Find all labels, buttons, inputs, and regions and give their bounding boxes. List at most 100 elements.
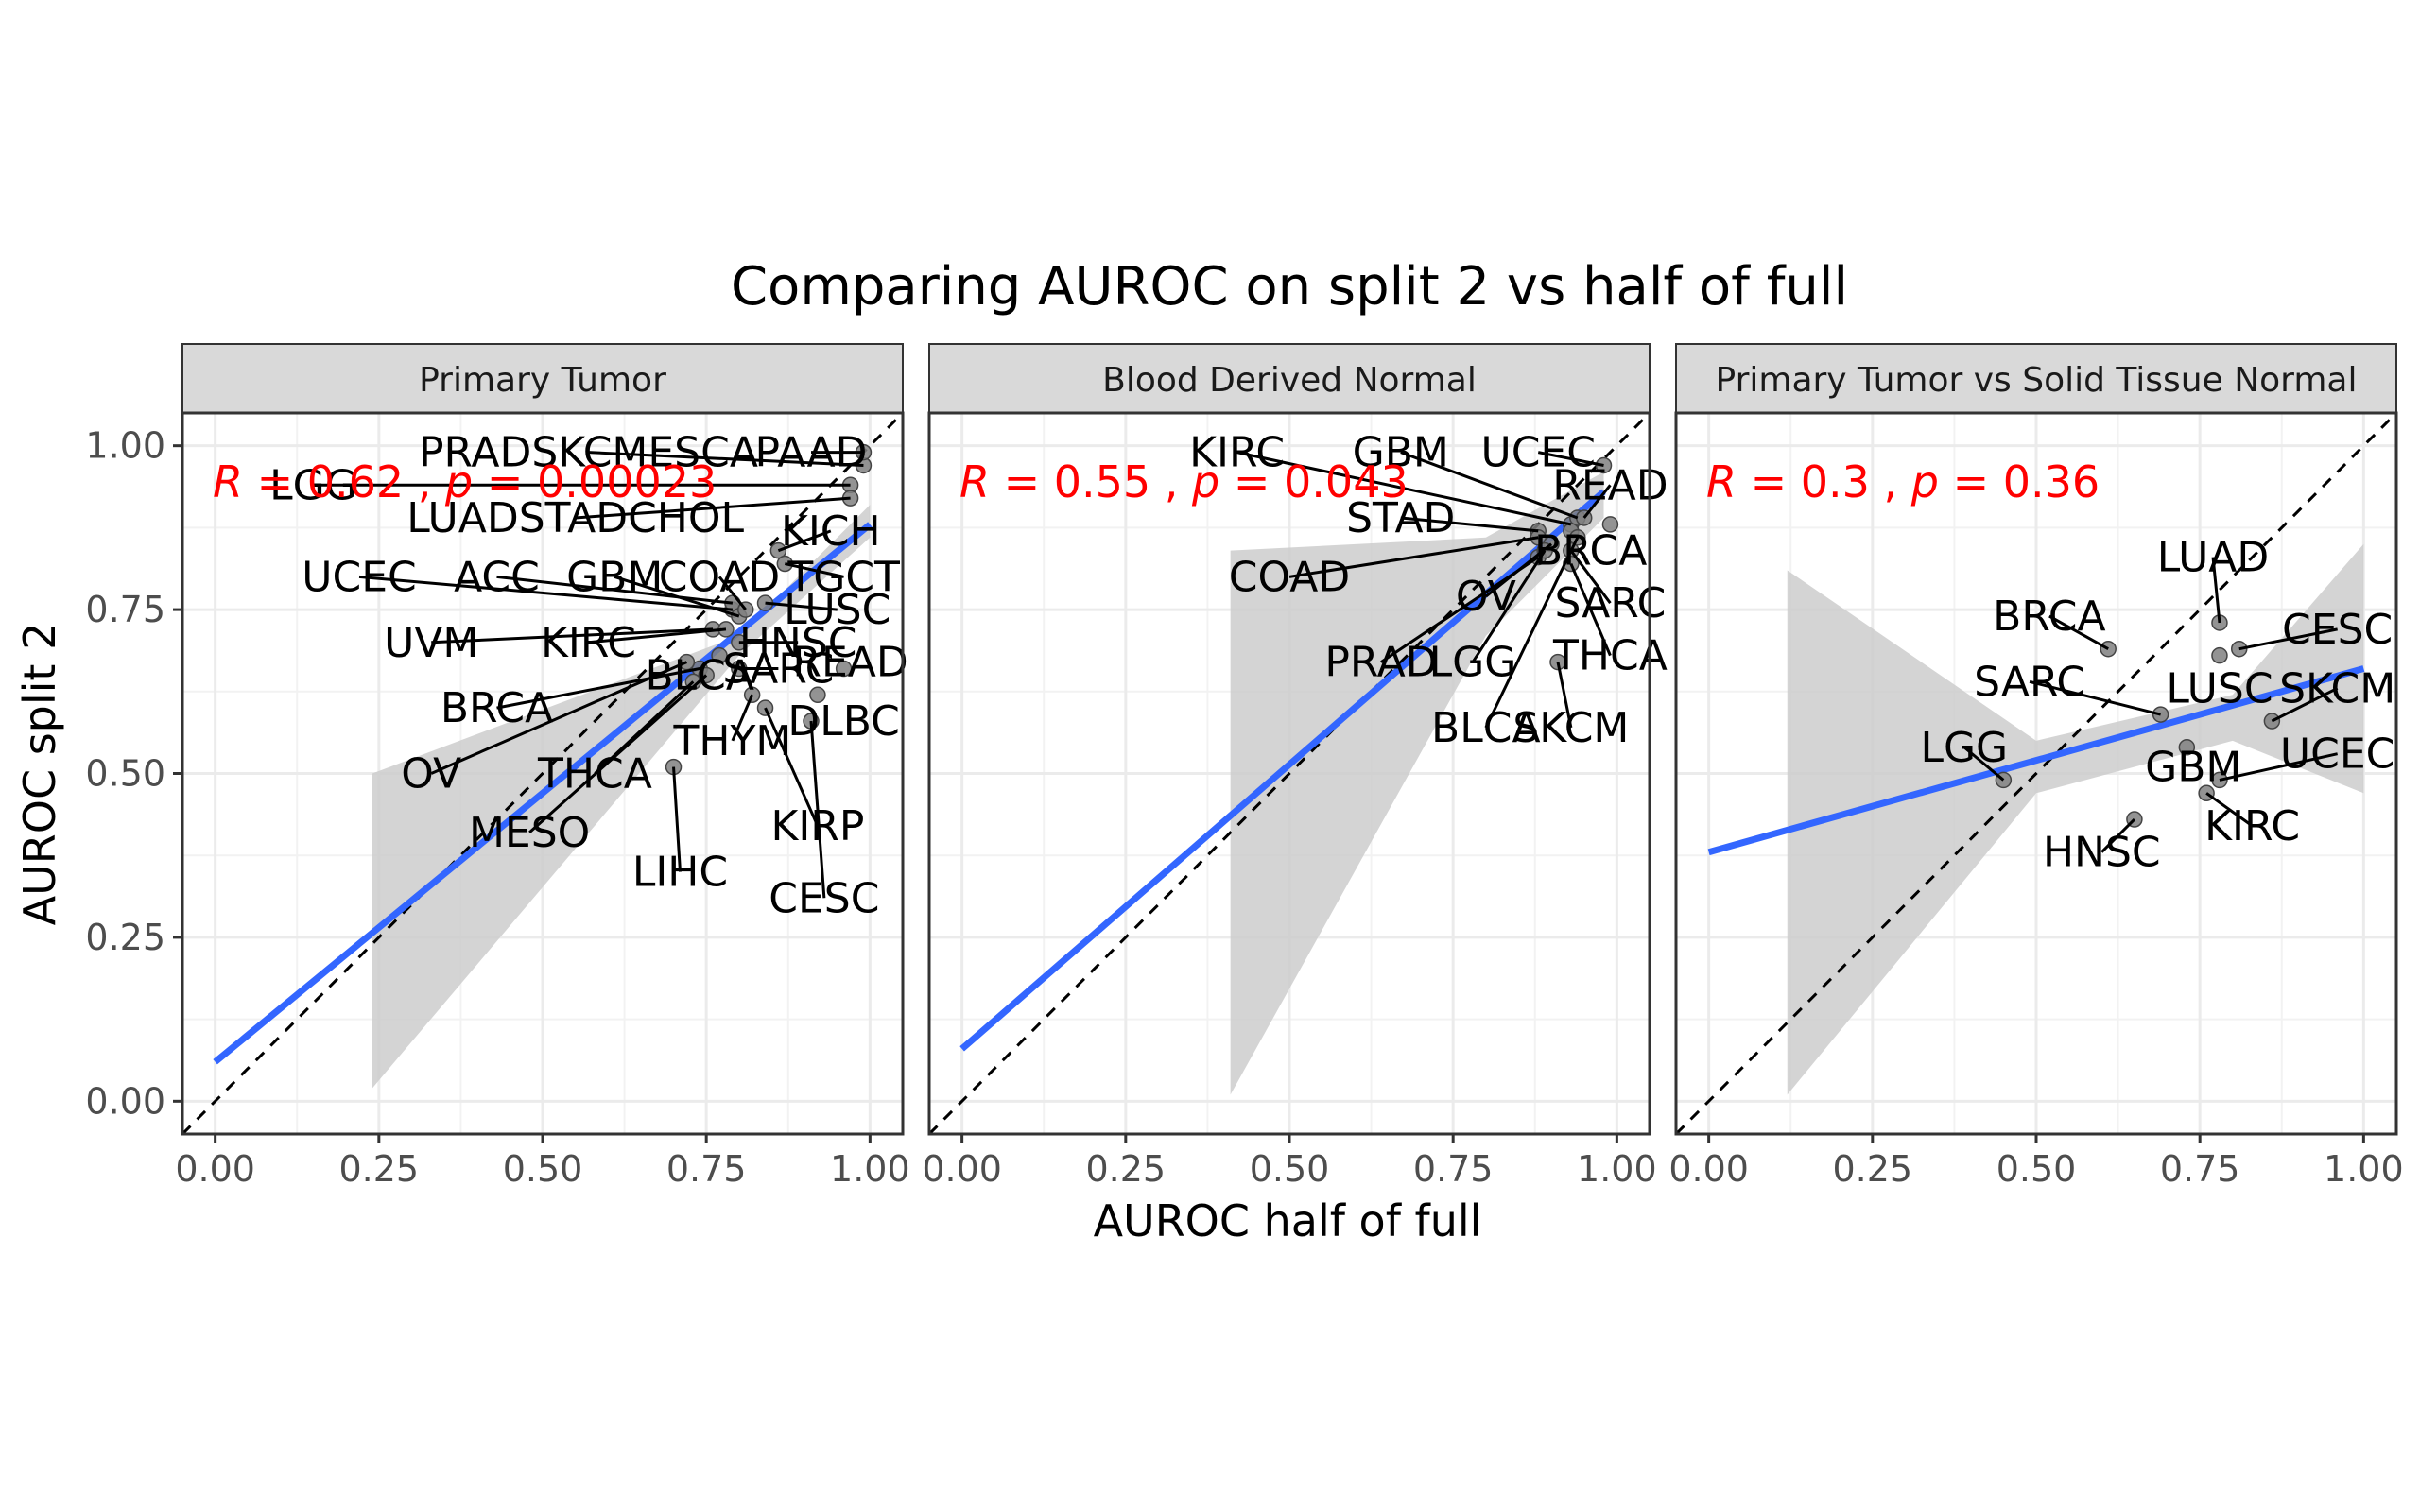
label-leader-line: [430, 661, 688, 775]
panel-strip: [182, 343, 904, 414]
label-leader-line: [614, 575, 740, 618]
point-label: LUAD: [2157, 534, 2270, 582]
x-tick-label: 0.75: [2160, 1148, 2240, 1190]
point-label: COAD: [659, 553, 781, 601]
label-leader-line: [672, 766, 682, 872]
label-leader-line: [1288, 536, 1539, 578]
label-leader-line: [2219, 752, 2338, 782]
confidence-ribbon: [1230, 472, 1604, 1095]
data-point: [1601, 516, 1619, 533]
label-leader-line: [784, 562, 844, 578]
x-tick-label: 0.25: [339, 1148, 420, 1190]
x-tick-label: 0.50: [1996, 1148, 2077, 1190]
point-label: HNSC: [739, 619, 857, 667]
y-tick-label: 0.25: [85, 917, 165, 958]
point-label: GBM: [1353, 429, 1449, 477]
panel-strip: [928, 343, 1651, 414]
regression-line: [213, 522, 873, 1065]
point-label: BRCA: [1534, 527, 1647, 576]
point-label: GBM: [2145, 744, 2241, 792]
point-label: KIRC: [1189, 429, 1285, 477]
point-label: LGG: [1429, 639, 1517, 687]
point-label: GBM: [566, 553, 663, 601]
point-label: LUSC: [784, 586, 890, 634]
label-leader-line: [588, 627, 727, 644]
point-label: CESC: [769, 874, 879, 922]
label-leader-line: [777, 529, 832, 553]
panel-strip-label: Primary Tumor: [419, 361, 666, 400]
point-label: BRCA: [1993, 593, 2105, 641]
point-label: PRADSKCMESCA: [419, 429, 758, 477]
point-label: BRCA: [441, 684, 553, 732]
plot-content: [182, 413, 903, 1134]
label-leader-line: [2205, 792, 2254, 828]
confidence-ribbon: [1787, 543, 2364, 1095]
point-label: LUADSTADCHOL: [406, 494, 744, 542]
figure-title: Comparing AUROC on split 2 vs half of fu…: [731, 256, 1848, 318]
point-label: UCEC: [302, 553, 416, 601]
x-tick-label: 0.50: [1250, 1148, 1330, 1190]
point-label: SKCM: [2279, 664, 2395, 713]
point-label: KIRC: [541, 619, 636, 667]
point-label: LGG: [269, 461, 357, 509]
label-leader-line: [1569, 549, 1612, 605]
point-label: SARC: [1554, 579, 1666, 627]
grid-lines: [182, 413, 903, 1134]
identity-line: [1676, 413, 2396, 1134]
x-axis-title: AUROC half of full: [1094, 1195, 1482, 1246]
y-axis-title: AUROC split 2: [14, 623, 65, 926]
point-label: KIRC: [2204, 802, 2300, 850]
panel-strip-label: Blood Derived Normal: [1102, 361, 1477, 400]
x-tick-label: 0.25: [1086, 1148, 1167, 1190]
x-tick-label: 1.00: [830, 1148, 910, 1190]
label-leader-line: [1962, 746, 2005, 782]
y-tick-label: 0.00: [85, 1080, 165, 1122]
data-point: [711, 646, 728, 664]
y-tick-label: 1.00: [85, 425, 165, 467]
x-tick-label: 0.00: [175, 1148, 255, 1190]
point-label: LUSC: [2166, 664, 2273, 713]
point-label: KICH: [781, 507, 881, 556]
label-leader-line: [1380, 556, 1540, 663]
point-label: READ: [792, 639, 908, 687]
x-tick-label: 0.75: [1413, 1148, 1494, 1190]
point-label: UCEC: [2280, 730, 2394, 779]
point-label: STAD: [1346, 494, 1455, 542]
label-leader-line: [1400, 516, 1539, 533]
point-label: COAD: [1229, 553, 1351, 601]
point-label: LGG: [1920, 724, 2008, 772]
point-label: PRAD: [1324, 639, 1437, 687]
identity-line: [182, 413, 903, 1134]
label-leader-line: [2100, 817, 2135, 853]
data-point: [2211, 646, 2228, 664]
point-label: UVM: [384, 619, 478, 667]
panel-strip: [1675, 343, 2397, 414]
data-point: [2178, 739, 2196, 756]
identity-line: [929, 413, 1650, 1134]
x-tick-label: 0.25: [1833, 1148, 1913, 1190]
label-leader-line: [1400, 451, 1579, 520]
point-label: DLBC: [787, 697, 900, 746]
label-leader-line: [2271, 686, 2339, 723]
point-label: OV: [1456, 573, 1516, 621]
point-label: MESO: [469, 809, 590, 857]
label-leader-line: [764, 707, 820, 827]
label-leader-line: [1484, 537, 1580, 729]
label-leader-line: [731, 694, 754, 742]
label-leader-line: [1537, 451, 1604, 467]
y-tick-label: 0.50: [85, 753, 165, 795]
label-leader-line: [2029, 679, 2161, 716]
label-leader-line: [1471, 549, 1547, 663]
x-tick-label: 0.00: [922, 1148, 1002, 1190]
point-label: CESC: [2282, 606, 2393, 654]
label-leader-line: [765, 601, 838, 611]
data-point: [809, 686, 826, 704]
label-leader-line: [2211, 557, 2221, 624]
point-label: SARC: [722, 645, 834, 694]
panels-group: Primary TumorPRADSKCMESCAPAADLGGLUADSTAD…: [85, 343, 2404, 1190]
x-tick-label: 0.75: [666, 1148, 747, 1190]
panel-strip-label: Primary Tumor vs Solid Tissue Normal: [1716, 361, 2358, 400]
